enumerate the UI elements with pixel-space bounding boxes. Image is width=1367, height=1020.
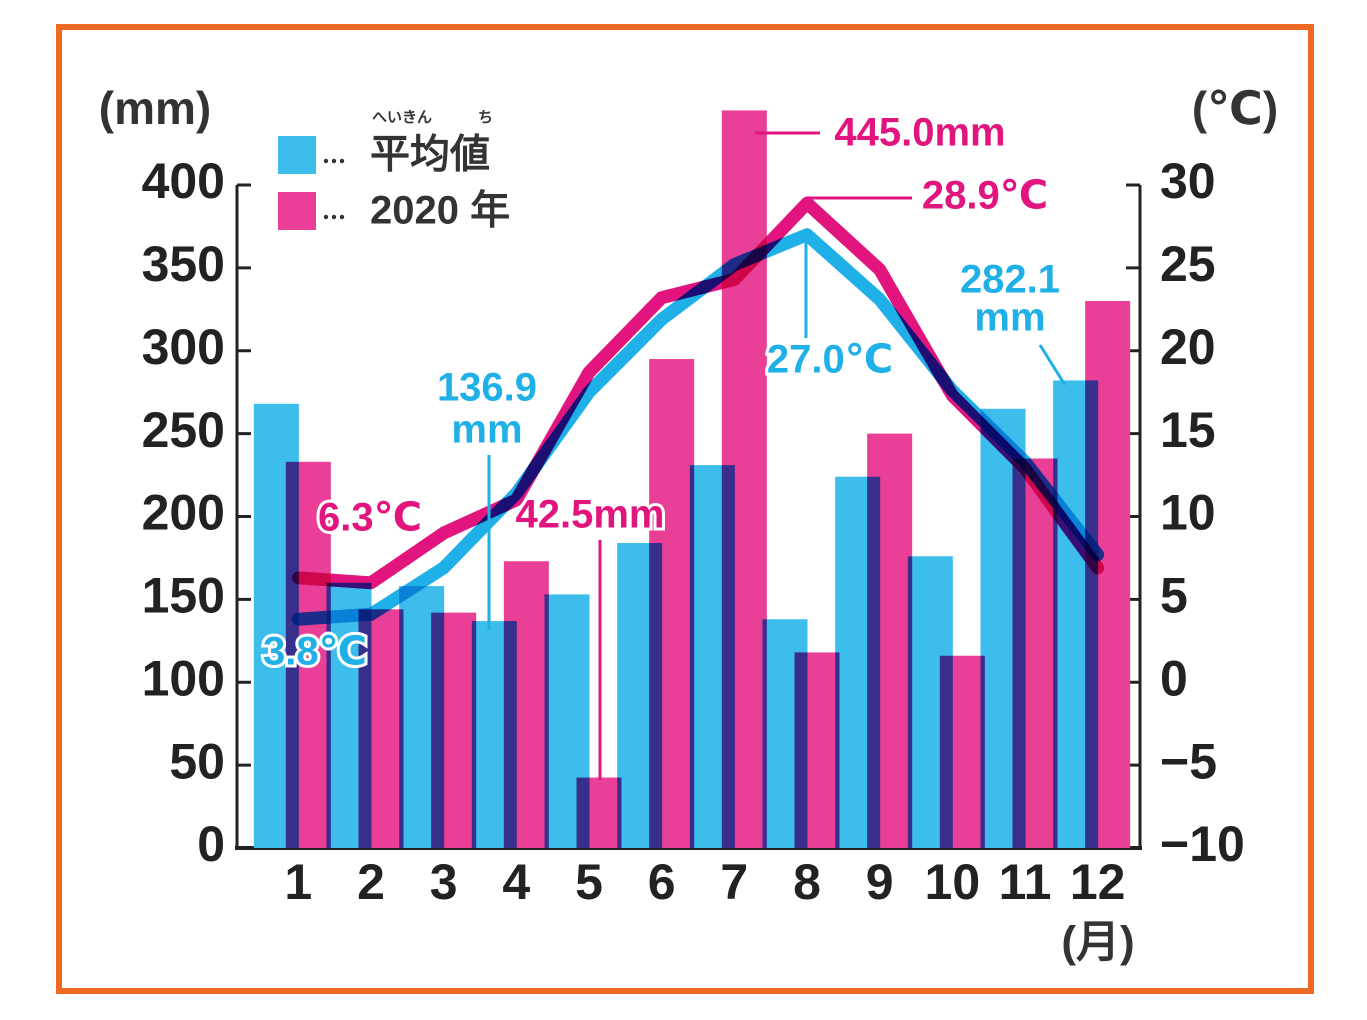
annotation: mm <box>451 408 522 452</box>
bar <box>794 652 840 848</box>
y-tick-label: 50 <box>169 733 225 789</box>
y2-tick-label: 15 <box>1160 402 1216 458</box>
y2-tick-label: 10 <box>1160 485 1216 541</box>
legend-label: 平均値 <box>370 133 490 177</box>
x-tick-label: 5 <box>575 854 603 910</box>
legend-dots <box>323 214 329 220</box>
legend-dots <box>323 158 329 164</box>
legend-swatch <box>278 136 316 174</box>
legend-ruby: へいきん <box>372 109 432 126</box>
frame <box>56 24 1314 994</box>
bar <box>431 612 477 848</box>
bar <box>867 433 913 848</box>
legend-swatch <box>278 192 316 230</box>
annotation: 6.3℃ <box>318 496 422 540</box>
line <box>291 196 1105 590</box>
y2-tick-label: 0 <box>1160 650 1188 706</box>
x-tick-label: 9 <box>866 854 894 910</box>
x-tick-label: 1 <box>284 854 312 910</box>
legend-ruby: ち <box>478 109 493 126</box>
y-tick-label: 100 <box>142 650 225 706</box>
x-tick-label: 2 <box>357 854 385 910</box>
x-tick-label: 12 <box>1070 854 1126 910</box>
y2-axis-label: (℃) <box>1192 82 1278 134</box>
y2-tick-label: −5 <box>1160 733 1217 789</box>
y2-tick-label: 30 <box>1160 153 1216 209</box>
x-tick-label: 7 <box>720 854 748 910</box>
annotation: mm <box>974 296 1045 340</box>
annotation: 42.5mm <box>516 493 665 537</box>
annotation: 3.8℃ <box>263 630 367 674</box>
y-tick-label: 250 <box>142 402 225 458</box>
bar <box>939 655 985 848</box>
annotation: 28.9℃ <box>922 174 1048 218</box>
legend-dots <box>331 158 337 164</box>
bar <box>721 110 767 849</box>
y-tick-label: 300 <box>142 319 225 375</box>
annotation: 27.0℃ <box>767 338 893 382</box>
y-tick-label: 350 <box>142 236 225 292</box>
y-tick-label: 200 <box>142 485 225 541</box>
y-tick-label: 150 <box>142 568 225 624</box>
x-axis-label: (月) <box>1061 918 1134 967</box>
bar <box>1012 458 1058 848</box>
bar <box>649 359 695 848</box>
legend-dots <box>339 158 345 164</box>
bar <box>285 461 331 848</box>
y2-tick-label: 20 <box>1160 319 1216 375</box>
annotation: 445.0mm <box>834 111 1005 155</box>
x-tick-label: 11 <box>999 854 1052 910</box>
x-tick-label: 3 <box>430 854 458 910</box>
x-tick-label: 10 <box>925 854 981 910</box>
bar <box>1085 301 1131 848</box>
annotation: 136.9 <box>437 366 537 410</box>
y2-tick-label: 5 <box>1160 568 1188 624</box>
legend-label: 2020 年 <box>370 189 510 233</box>
y-tick-label: 0 <box>197 816 225 872</box>
bar <box>503 561 549 848</box>
x-tick-label: 6 <box>648 854 676 910</box>
y-axis-label: (mm) <box>99 82 211 134</box>
leader-line <box>1038 344 1067 386</box>
legend-dots <box>331 214 337 220</box>
annotation: 282.1 <box>960 258 1060 302</box>
x-tick-label: 4 <box>502 854 530 910</box>
y2-tick-label: 25 <box>1160 236 1216 292</box>
bar <box>358 609 404 848</box>
plot <box>253 110 1131 849</box>
x-tick-label: 8 <box>793 854 821 910</box>
legend-dots <box>339 214 345 220</box>
y-tick-label: 400 <box>142 153 225 209</box>
y2-tick-label: −10 <box>1160 816 1245 872</box>
bar <box>576 777 622 848</box>
